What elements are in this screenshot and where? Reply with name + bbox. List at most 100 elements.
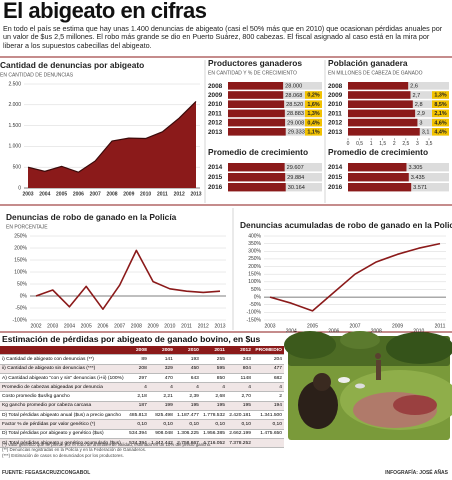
table-cell: 343 (226, 354, 253, 365)
y-tick-label: 2.000 (8, 102, 21, 108)
table-cell: 2,21 (148, 391, 175, 402)
table-cell: 850 (200, 373, 227, 384)
x-tick-label: 2003 (22, 191, 33, 197)
table-cell: 193 (174, 354, 201, 365)
table-cell: 643 (174, 373, 201, 384)
bar (348, 163, 407, 172)
y-tick-label: 250% (248, 256, 261, 262)
growth-box (432, 91, 449, 99)
y-tick-label: 100% (14, 269, 27, 275)
table-cell: 89 (126, 354, 149, 365)
value-label: 28.068 (285, 93, 302, 99)
column-header: 2009 (148, 346, 175, 356)
x-tick-label: 2 (393, 141, 396, 147)
table-cell: 204 (252, 354, 284, 365)
table-row: G) Total pérdidas abigeato y genético ac… (0, 438, 284, 449)
value-label: 3.435 (411, 175, 425, 181)
row-label: i) Cantidad de abigeato con denuncias (*… (0, 354, 127, 365)
bar (228, 183, 286, 192)
growth-label: 4,6% (434, 120, 446, 126)
x-tick-label: 2004 (64, 323, 75, 329)
table-cell: 2,39 (174, 391, 201, 402)
y-tick-label: 2012 (208, 120, 223, 127)
growth-box (432, 109, 449, 118)
growth-box (305, 91, 322, 99)
value-label: 3.305 (408, 165, 422, 171)
y-tick-label: 2008 (328, 83, 343, 90)
table-cell: 485.813 (126, 410, 149, 421)
table-cell: 477 (252, 364, 284, 374)
table-cell (252, 438, 284, 449)
value-label: 29.008 (287, 120, 304, 126)
growth-label: 8,5% (434, 102, 446, 108)
table-cell: 908.048 (148, 429, 175, 439)
row-label: Kg gancho promedio por cabeza carcasa (0, 401, 127, 412)
table-cell: 4 (226, 382, 253, 393)
column-header: 2010 (174, 346, 201, 356)
y-tick-label: 2009 (328, 92, 343, 99)
y-tick-label: 300% (248, 249, 261, 255)
x-tick-label: 2004 (286, 328, 297, 334)
x-tick-label: 2011 (435, 323, 446, 329)
value-label: 30.164 (288, 185, 305, 191)
chart-subtitle: EN CANTIDAD Y % DE CRECIMIENTO (208, 70, 297, 76)
value-label: 28.883 (287, 111, 304, 117)
x-tick-label: 2013 (190, 191, 201, 197)
area (28, 101, 196, 188)
y-tick-label: 2011 (208, 110, 222, 117)
bar (348, 183, 412, 192)
y-tick-label: 2016 (328, 184, 343, 191)
table-cell: 470 (148, 373, 175, 384)
table-row: Costo promedio $us/kg gancho 2,18 2,21 2,39… (0, 391, 284, 402)
value-label: 2,7 (412, 93, 420, 99)
y-tick-label: 2.500 (8, 81, 21, 87)
table-header-row: 2008 2009 2010 2011 2012 PROMEDIO (0, 346, 284, 356)
y-tick-label: 2010 (328, 101, 343, 108)
bar (228, 91, 284, 99)
table-cell: 0,10 (200, 419, 227, 430)
table-row: A) Cantidad abigeato "con y sin" denunci… (0, 373, 284, 384)
chart-subtitle: EN PORCENTAJE (6, 224, 48, 230)
table-cell: 199 (148, 401, 175, 412)
x-tick-label: 2003 (47, 323, 58, 329)
growth-box (305, 100, 322, 108)
value-label: 28.000 (285, 84, 302, 90)
growth-box (305, 109, 322, 118)
row-label: A) Cantidad abigeato "con y sin" denunci… (0, 373, 127, 384)
x-tick-label: 2,5 (402, 141, 409, 147)
growth-box (432, 100, 449, 108)
intro-text: En todo el país se estima que hay unas 1… (3, 24, 443, 50)
x-tick-label: 2008 (106, 191, 117, 197)
table-cell: 1.306.225 (174, 429, 201, 439)
bar (348, 100, 413, 108)
table-row: D) Total pérdidas por abigeato y genétic… (0, 429, 284, 439)
chart-title: Productores ganaderos (208, 58, 302, 68)
y-tick-label: 1.500 (8, 123, 21, 129)
value-label: 29.607 (287, 165, 304, 171)
y-tick-label: 50% (17, 281, 28, 287)
value-label: 3 (419, 120, 422, 126)
y-tick-label: 500 (13, 165, 22, 171)
x-tick-label: 1,5 (379, 141, 386, 147)
footnote: (**) Denuncias registradas en la Policía… (2, 447, 146, 453)
footnote: (*) Valor genético que se pierde por el … (2, 442, 212, 447)
y-tick-label: -150% (247, 317, 262, 323)
table-title: Estimación de pérdidas por abigeato de g… (2, 334, 261, 344)
table-cell: 1.778.532 (200, 410, 227, 421)
table-cell: 7.378.252 (226, 438, 253, 449)
y-tick-label: 0% (254, 294, 262, 300)
table-row: i) Cantidad de abigeato con denuncias (*… (0, 354, 284, 365)
table-cell: 195 (200, 401, 227, 412)
x-tick-label: 2003 (264, 323, 275, 329)
y-tick-label: 2015 (208, 174, 223, 181)
column-header: 2008 (126, 346, 149, 356)
y-tick-label: 1.000 (8, 144, 21, 150)
table-cell: 804 (226, 364, 253, 374)
growth-label: 1,3% (307, 111, 319, 117)
table-cell: 2.420.181 (226, 410, 253, 421)
bar (348, 118, 418, 127)
y-tick-label: 50% (251, 287, 262, 293)
table-cell: 534.394 (126, 429, 149, 439)
